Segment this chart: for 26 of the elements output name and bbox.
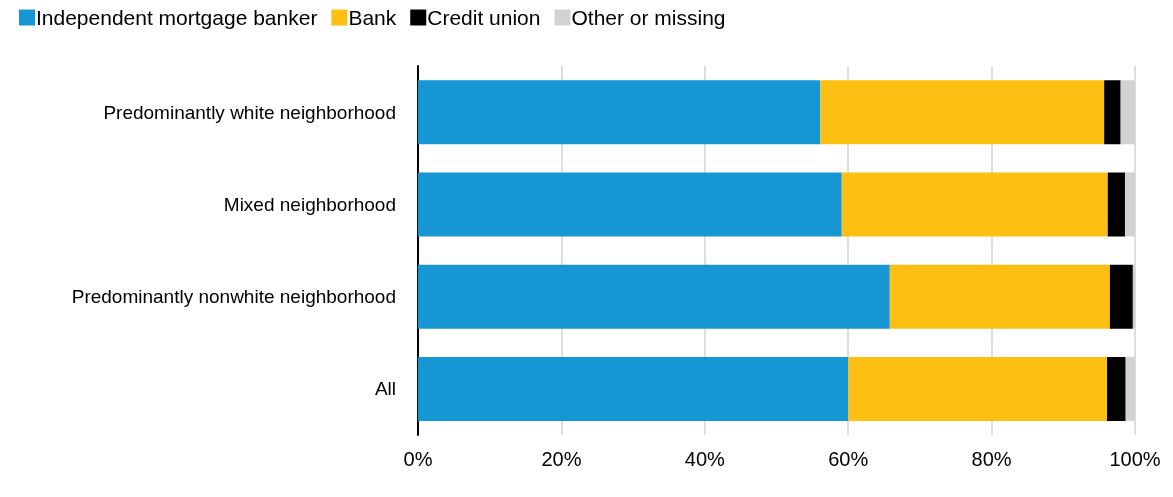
bar: [1104, 80, 1121, 145]
bar: [418, 264, 890, 329]
legend-label: Bank: [348, 6, 397, 29]
legend-label: Other or missing: [571, 6, 726, 29]
bar: [889, 264, 1110, 329]
bar: [841, 172, 1108, 237]
legend-label: Independent mortgage banker: [36, 6, 318, 29]
bar: [820, 80, 1105, 145]
bar: [418, 80, 821, 145]
x-tick-label: 40%: [684, 448, 726, 470]
x-tick-label: 60%: [828, 448, 869, 470]
y-tick-label: Predominantly white neighborhood: [103, 101, 396, 123]
y-tick-label: All: [374, 378, 396, 400]
legend-label: Credit union: [427, 6, 541, 29]
y-tick-label: Mixed neighborhood: [223, 193, 396, 215]
bar: [848, 356, 1108, 421]
x-tick-label: 0%: [403, 448, 433, 470]
bar: [1107, 356, 1126, 421]
bar: [418, 172, 842, 237]
x-tick-label: 20%: [541, 448, 582, 470]
y-tick-label: Predominantly nonwhite neighborhood: [71, 286, 396, 308]
x-tick-label: 100%: [1109, 448, 1161, 470]
bar: [1107, 172, 1125, 237]
bar: [1109, 264, 1133, 329]
bar: [418, 356, 849, 421]
x-tick-label: 80%: [971, 448, 1012, 470]
